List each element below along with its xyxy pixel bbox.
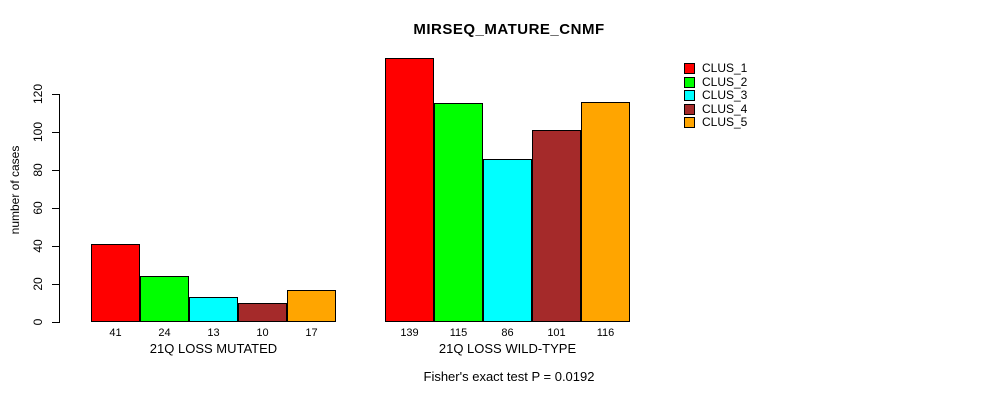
chart-title: MIRSEQ_MATURE_CNMF: [413, 21, 605, 38]
legend-label: CLUS_2: [702, 75, 748, 89]
y-tick: [52, 208, 59, 209]
group-label-mutated: 21Q LOSS MUTATED: [149, 341, 278, 356]
bar: [385, 58, 434, 322]
y-tick: [52, 132, 59, 133]
bar-value-label: 139: [400, 327, 419, 339]
bar-value-label: 86: [501, 327, 514, 339]
bar: [238, 303, 287, 322]
y-tick-label: 80: [31, 163, 45, 177]
bar-value-label: 101: [547, 327, 566, 339]
y-tick: [52, 284, 59, 285]
y-tick: [52, 170, 59, 171]
y-tick-label: 120: [31, 83, 45, 105]
y-tick: [52, 94, 59, 95]
y-tick-label: 20: [31, 277, 45, 291]
legend-swatch-icon: [684, 117, 695, 128]
legend-swatch-icon: [684, 63, 695, 74]
caption: Fisher's exact test P = 0.0192: [423, 369, 595, 384]
legend-swatch-icon: [684, 77, 695, 88]
bar: [581, 102, 630, 322]
y-tick-label: 100: [31, 121, 45, 143]
bar-value-label: 24: [158, 327, 171, 339]
y-tick-label: 0: [31, 318, 45, 326]
legend-swatch-icon: [684, 104, 695, 115]
bar-value-label: 13: [207, 327, 220, 339]
bar: [483, 159, 532, 322]
legend-swatch-icon: [684, 90, 695, 101]
bar: [140, 276, 189, 322]
bar: [434, 103, 483, 322]
legend-label: CLUS_3: [702, 88, 748, 102]
bar: [91, 244, 140, 322]
legend-label: CLUS_1: [702, 61, 748, 75]
y-tick: [52, 246, 59, 247]
bar-value-label: 10: [256, 327, 269, 339]
legend-label: CLUS_4: [702, 102, 748, 116]
bar-value-label: 17: [305, 327, 318, 339]
y-tick-label: 40: [31, 239, 45, 253]
bar-value-label: 116: [596, 327, 615, 339]
bar-value-label: 41: [109, 327, 122, 339]
group-label-wild-type: 21Q LOSS WILD-TYPE: [438, 341, 577, 356]
y-tick: [52, 322, 59, 323]
y-tick-label: 60: [31, 201, 45, 215]
legend-label: CLUS_5: [702, 115, 748, 129]
bar: [532, 130, 581, 322]
bar-value-label: 115: [449, 327, 468, 339]
bar: [287, 290, 336, 322]
y-axis-line: [59, 94, 60, 323]
bar: [189, 297, 238, 322]
